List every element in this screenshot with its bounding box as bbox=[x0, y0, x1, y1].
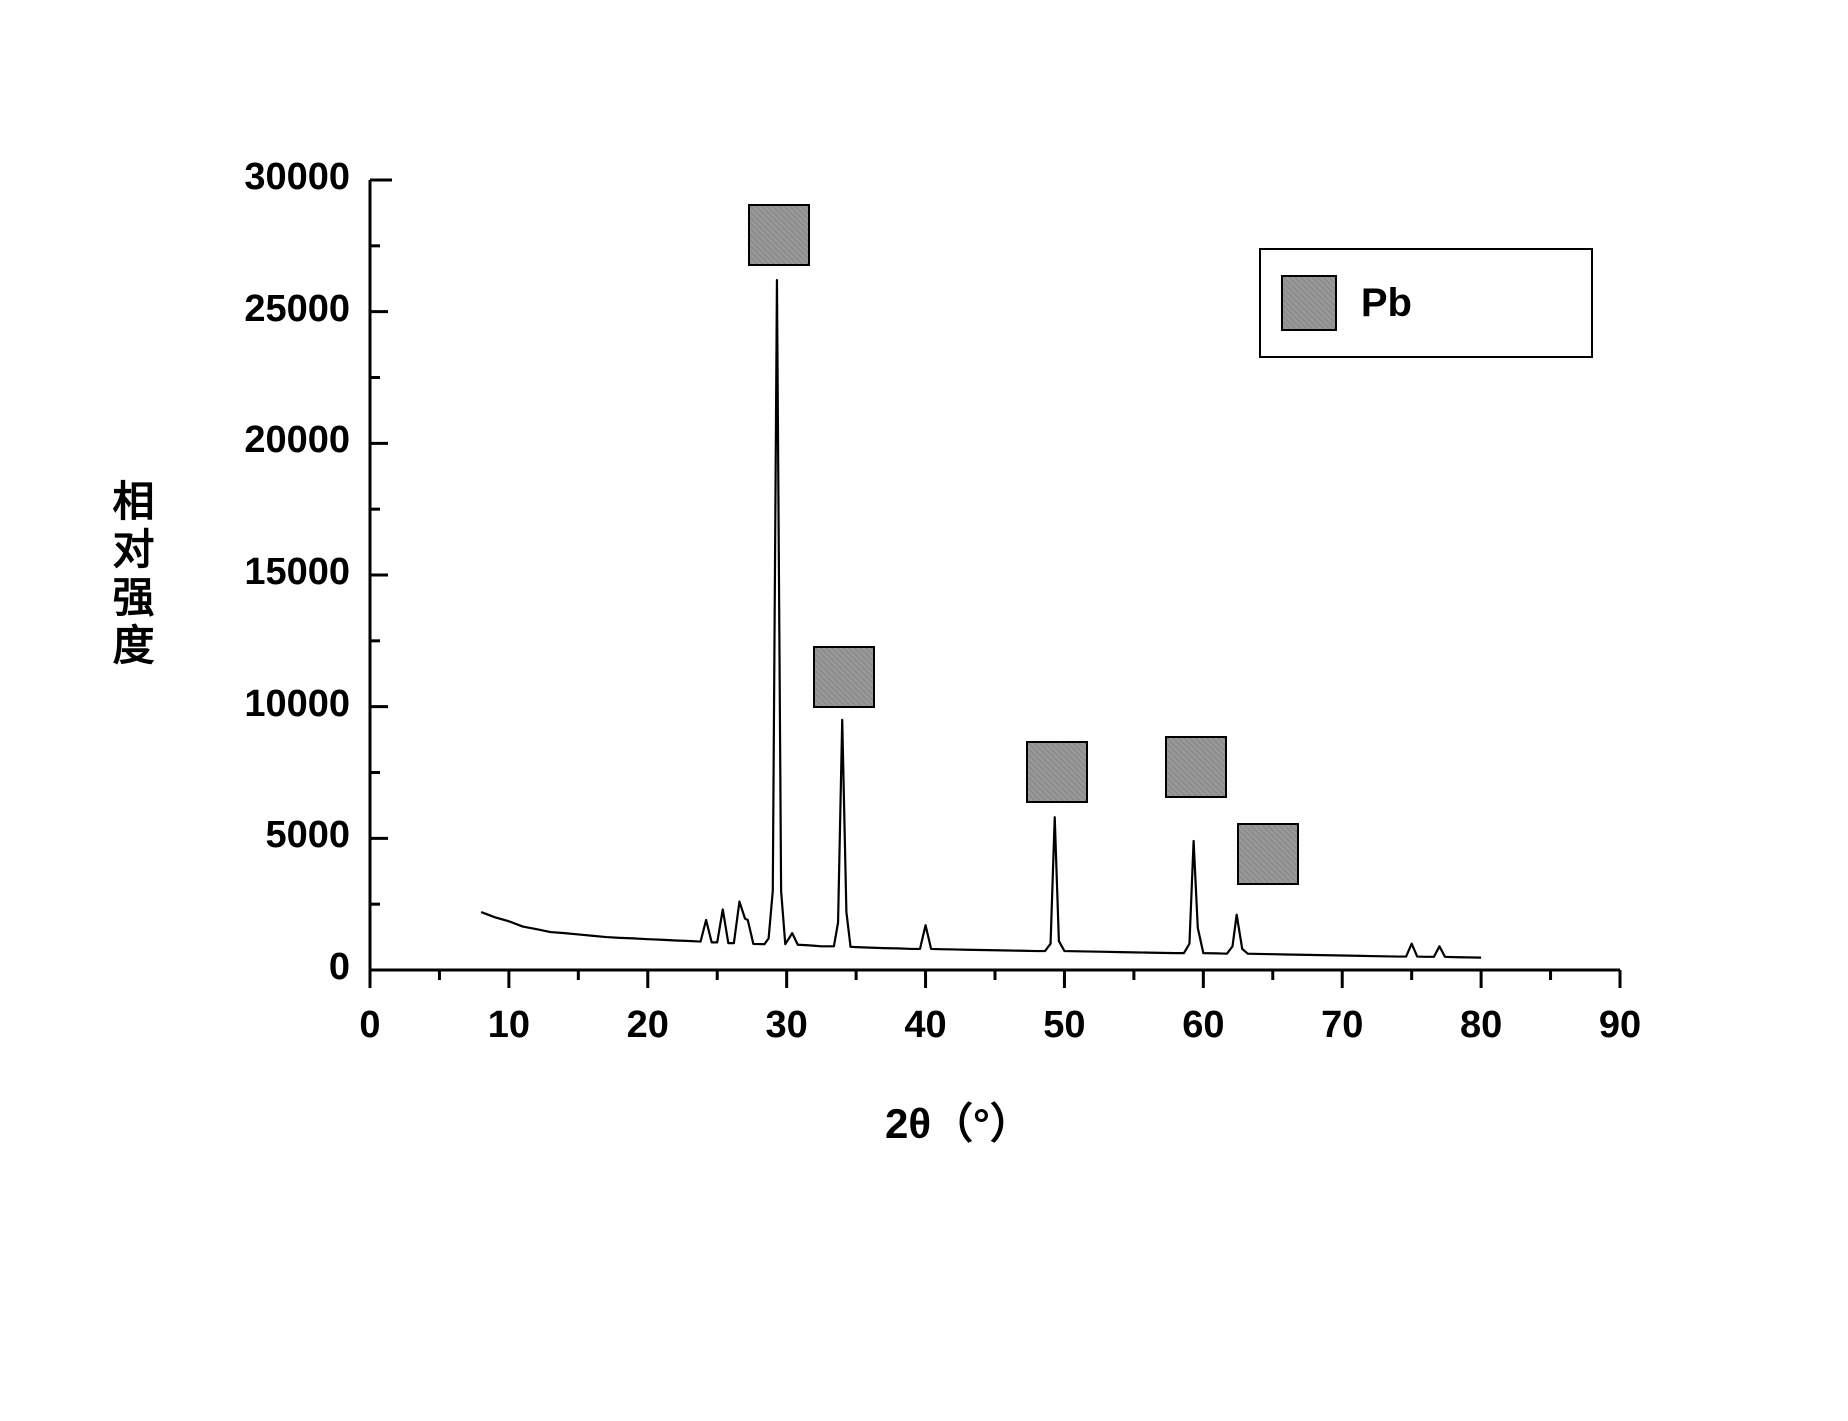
y-tick-label: 10000 bbox=[200, 683, 350, 726]
x-tick-label: 90 bbox=[1570, 1004, 1670, 1047]
peak-marker-icon bbox=[1165, 736, 1227, 798]
x-tick-label: 80 bbox=[1431, 1004, 1531, 1047]
x-tick-label: 30 bbox=[737, 1004, 837, 1047]
x-tick-label: 10 bbox=[459, 1004, 559, 1047]
y-tick-label: 15000 bbox=[200, 551, 350, 594]
x-tick-label: 20 bbox=[598, 1004, 698, 1047]
peak-marker-icon bbox=[813, 646, 875, 708]
y-tick-label: 25000 bbox=[200, 288, 350, 331]
legend: Pb bbox=[1259, 248, 1593, 358]
y-tick-label: 30000 bbox=[200, 156, 350, 199]
x-axis-label: 2θ（°） bbox=[885, 1090, 1032, 1151]
legend-marker-icon bbox=[1281, 275, 1337, 331]
peak-marker-icon bbox=[748, 204, 810, 266]
peak-marker-icon bbox=[1026, 741, 1088, 803]
x-tick-label: 50 bbox=[1014, 1004, 1114, 1047]
y-tick-label: 5000 bbox=[200, 814, 350, 857]
legend-label: Pb bbox=[1361, 281, 1412, 326]
x-tick-label: 70 bbox=[1292, 1004, 1392, 1047]
x-tick-label: 60 bbox=[1153, 1004, 1253, 1047]
peak-marker-icon bbox=[1237, 823, 1299, 885]
y-tick-label: 20000 bbox=[200, 419, 350, 462]
x-tick-label: 40 bbox=[876, 1004, 976, 1047]
x-tick-label: 0 bbox=[320, 1004, 420, 1047]
y-tick-label: 0 bbox=[200, 946, 350, 989]
y-axis-label: 相对强度 bbox=[100, 479, 161, 671]
